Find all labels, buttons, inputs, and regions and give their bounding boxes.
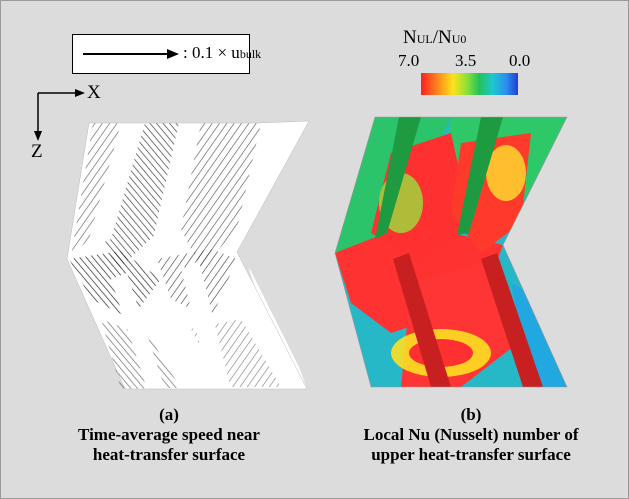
colorbar-tick-mid: 3.5 — [455, 51, 477, 70]
colorbar-title-slash: /N — [432, 27, 452, 48]
velocity-field-image — [66, 120, 310, 390]
nusselt-contour-image — [334, 116, 568, 388]
colorbar-title-sub1: UL — [416, 32, 433, 46]
z-axis-label: Z — [31, 141, 43, 162]
colorbar-tick-max: 7.0 — [398, 51, 420, 70]
caption-a-label: (a) — [159, 405, 179, 424]
caption-a: (a) Time-average speed near heat-transfe… — [39, 405, 299, 465]
x-axis-label: X — [87, 82, 101, 103]
colorbar-gradient — [421, 73, 518, 95]
caption-a-line2: heat-transfer surface — [92, 445, 246, 464]
vector-scale-legend: : 0.1 × ubulk — [72, 34, 261, 74]
vector-scale-text: : 0.1 × ubulk — [183, 43, 261, 63]
colorbar-tick-min: 0.0 — [509, 51, 531, 70]
vector-scale-subscript: bulk — [239, 47, 262, 61]
vector-scale-prefix: : 0.1 × u — [183, 43, 240, 62]
arrow-icon — [83, 49, 179, 59]
caption-a-line1: Time-average speed near — [78, 425, 260, 444]
caption-b-line2: upper heat-transfer surface — [371, 445, 571, 464]
caption-b-line1: Local Nu (Nusselt) number of — [363, 425, 579, 444]
colorbar-title-main: N — [403, 27, 417, 48]
colorbar-title-sub2: U0 — [451, 32, 467, 46]
caption-b-label: (b) — [460, 405, 482, 424]
colorbar-title: NUL/NU0 — [403, 27, 466, 49]
caption-b: (b) Local Nu (Nusselt) number of upper h… — [321, 405, 621, 465]
axis-arrows-icon — [34, 89, 85, 141]
